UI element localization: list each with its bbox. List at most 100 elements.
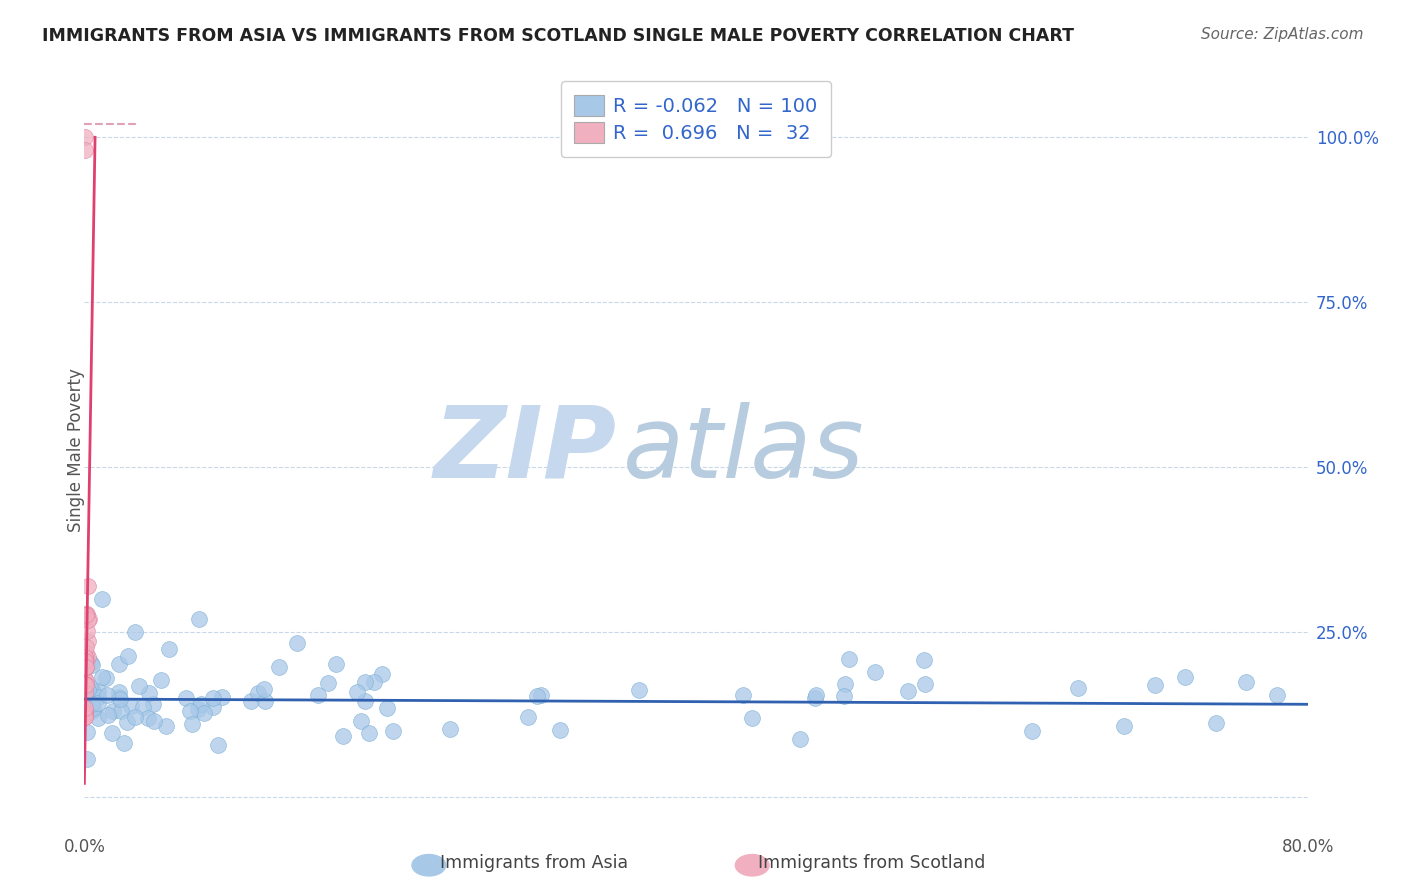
Point	[73, 130, 96, 145]
Point	[112, 736, 135, 750]
Point	[101, 726, 124, 740]
Point	[80, 657, 103, 672]
Point	[382, 723, 405, 738]
Point	[128, 679, 150, 693]
Point	[269, 660, 291, 674]
Point	[1205, 715, 1227, 730]
Point	[80, 698, 103, 712]
Point	[73, 672, 96, 686]
Point	[247, 686, 270, 700]
Point	[516, 709, 538, 723]
Point	[73, 677, 96, 691]
Point	[108, 690, 131, 705]
Point	[117, 648, 139, 663]
Point	[108, 657, 131, 671]
Point	[73, 701, 96, 715]
Point	[73, 710, 96, 724]
Point	[526, 689, 548, 703]
Point	[202, 700, 225, 714]
Point	[86, 684, 108, 698]
Point	[76, 613, 98, 627]
Point	[375, 700, 398, 714]
Point	[240, 694, 263, 708]
Point	[76, 724, 98, 739]
Point	[325, 657, 347, 672]
Point	[79, 680, 101, 694]
Point	[838, 651, 860, 665]
Point	[731, 688, 754, 702]
Point	[863, 665, 886, 680]
Point	[1143, 678, 1166, 692]
Y-axis label: Single Male Poverty: Single Male Poverty	[67, 368, 84, 533]
Point	[353, 675, 375, 690]
Point	[1174, 670, 1197, 684]
Point	[90, 670, 112, 684]
Point	[332, 729, 354, 743]
Point	[253, 681, 276, 696]
Point	[77, 612, 100, 626]
Point	[94, 671, 117, 685]
Point	[75, 674, 97, 689]
Point	[789, 732, 811, 747]
Text: IMMIGRANTS FROM ASIA VS IMMIGRANTS FROM SCOTLAND SINGLE MALE POVERTY CORRELATION: IMMIGRANTS FROM ASIA VS IMMIGRANTS FROM …	[42, 27, 1074, 45]
Point	[142, 698, 165, 712]
Point	[76, 624, 98, 638]
Point	[75, 678, 97, 692]
Point	[75, 677, 97, 691]
Point	[76, 579, 98, 593]
Point	[77, 650, 100, 665]
Point	[834, 690, 856, 704]
Point	[211, 690, 233, 705]
Point	[87, 711, 110, 725]
Point	[316, 675, 339, 690]
Point	[346, 685, 368, 699]
Point	[193, 706, 215, 720]
Point	[73, 710, 96, 724]
Point	[73, 705, 96, 719]
Legend: R = -0.062   N = 100, R =  0.696   N =  32: R = -0.062 N = 100, R = 0.696 N = 32	[561, 81, 831, 156]
Point	[1021, 723, 1043, 738]
Point	[108, 692, 131, 706]
Point	[741, 711, 763, 725]
Point	[75, 660, 97, 674]
Point	[136, 711, 159, 725]
Text: ZIP: ZIP	[433, 402, 616, 499]
Point	[190, 697, 212, 711]
Point	[73, 144, 96, 158]
Text: Immigrants from Scotland: Immigrants from Scotland	[758, 855, 986, 872]
Point	[87, 696, 110, 710]
Point	[150, 673, 173, 688]
Point	[285, 636, 308, 650]
Point	[75, 640, 97, 654]
Point	[76, 752, 98, 766]
Point	[1114, 719, 1136, 733]
Point	[107, 685, 129, 699]
Point	[307, 688, 329, 702]
Point	[188, 611, 211, 625]
Point	[179, 704, 201, 718]
Point	[834, 676, 856, 690]
Point	[96, 688, 118, 702]
Point	[804, 690, 827, 705]
Point	[75, 707, 97, 722]
Point	[627, 683, 650, 698]
Point	[254, 693, 277, 707]
Point	[80, 656, 103, 670]
Point	[157, 641, 180, 656]
Point	[75, 686, 97, 700]
Point	[97, 708, 120, 723]
Point	[174, 691, 197, 706]
Point	[101, 704, 124, 718]
Point	[75, 654, 97, 668]
Point	[73, 660, 96, 674]
Point	[86, 690, 108, 704]
Point	[912, 652, 935, 666]
Point	[207, 739, 229, 753]
Point	[91, 591, 114, 606]
Circle shape	[412, 855, 446, 876]
Text: atlas: atlas	[623, 402, 865, 499]
Point	[187, 702, 209, 716]
Point	[82, 683, 104, 698]
Point	[82, 704, 104, 718]
Point	[354, 694, 377, 708]
